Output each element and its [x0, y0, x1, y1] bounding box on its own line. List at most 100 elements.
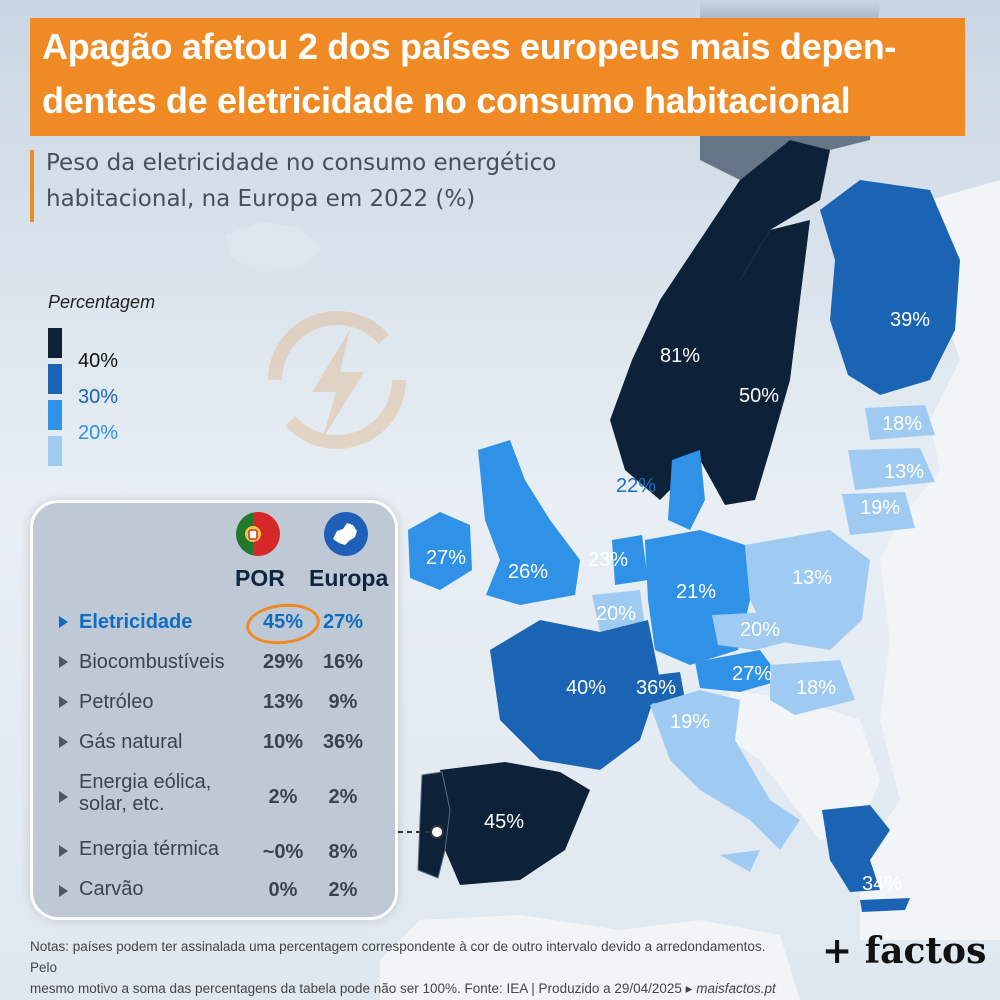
- footnote-line-2-text: mesmo motivo a soma das percentagens da …: [30, 981, 697, 996]
- column-header-por: POR: [235, 565, 285, 591]
- row-label-gas-natural: Gás natural: [79, 731, 183, 753]
- cell-europa-carvao: 2%: [328, 879, 358, 901]
- cell-europa-energia-termica: 8%: [328, 841, 358, 863]
- footnote-line-1: Notas: países podem ter assinalada uma p…: [30, 939, 766, 975]
- label-italy: 19%: [670, 711, 710, 733]
- row-label-biocombustiveis: Biocombustíveis: [79, 651, 225, 673]
- label-belgium: 20%: [596, 603, 636, 625]
- energy-mix-table: POR Europa Eletricidade 45% 27% Biocombu…: [30, 500, 398, 920]
- country-sicily: [720, 850, 760, 872]
- row-label-petroleo: Petróleo: [79, 691, 154, 713]
- country-crete: [860, 898, 910, 912]
- cell-por-energia-eolica: 2%: [268, 786, 298, 808]
- source-link[interactable]: maisfactos.pt: [696, 981, 776, 996]
- country-czechia: [712, 612, 795, 650]
- country-latvia: [848, 448, 935, 490]
- row-label-energia-termica: Energia térmica: [79, 838, 220, 860]
- country-uk: [478, 440, 580, 605]
- label-sweden: 50%: [739, 385, 779, 407]
- footnotes: Notas: países podem ter assinalada uma p…: [30, 936, 790, 999]
- legend-swatch-low: [48, 436, 62, 466]
- label-uk: 26%: [508, 561, 548, 583]
- country-lithuania: [842, 492, 915, 535]
- country-france: [490, 620, 660, 770]
- cell-por-biocombustiveis: 29%: [262, 651, 304, 673]
- africa: [380, 915, 800, 1000]
- row-label-energia-eolica-2: solar, etc.: [79, 793, 165, 815]
- legend-swatch-20: [48, 400, 62, 430]
- subtitle-accent-bar: [30, 150, 34, 222]
- title-banner: [30, 18, 965, 136]
- legend-label-20: 20%: [78, 422, 119, 444]
- subtitle-line-2: habitacional, na Europa em 2022 (%): [46, 186, 476, 212]
- cell-europa-biocombustiveis: 16%: [322, 651, 364, 673]
- row-arrow-eletricidade: [59, 616, 68, 628]
- country-spain: [440, 762, 590, 885]
- label-norway: 81%: [660, 345, 700, 367]
- country-portugal: [417, 771, 451, 879]
- row-label-eletricidade: Eletricidade: [79, 611, 193, 633]
- country-netherlands: [612, 535, 648, 585]
- label-netherlands: 23%: [588, 549, 628, 571]
- lightning-icon: [268, 311, 406, 449]
- country-ireland: [408, 512, 472, 590]
- label-denmark: 22%: [616, 475, 656, 497]
- label-ireland: 27%: [426, 547, 466, 569]
- row-arrow-carvao: [59, 885, 68, 897]
- portugal-flag-icon: [236, 512, 280, 556]
- column-header-europa: Europa: [309, 565, 389, 591]
- country-italy: [650, 690, 800, 850]
- row-arrow-energia-termica: [59, 845, 68, 857]
- row-arrow-petroleo: [59, 696, 68, 708]
- land-balkans: [730, 690, 880, 840]
- subtitle-line-1: Peso da eletricidade no consumo energéti…: [46, 150, 557, 176]
- portugal-pointer-dot: [430, 825, 444, 839]
- label-czechia: 20%: [740, 619, 780, 641]
- country-greece: [822, 805, 890, 892]
- legend-label-30: 30%: [78, 386, 119, 408]
- iceland: [225, 222, 322, 272]
- footnote-line-2: mesmo motivo a soma das percentagens da …: [30, 978, 790, 999]
- cell-europa-energia-eolica: 2%: [328, 786, 358, 808]
- cell-europa-petroleo: 9%: [328, 691, 358, 713]
- land-east: [860, 180, 1000, 940]
- label-finland: 39%: [890, 309, 930, 331]
- row-arrow-energia-eolica: [59, 791, 68, 803]
- europe-globe-icon: [324, 512, 368, 556]
- cell-por-eletricidade: 45%: [262, 611, 304, 633]
- label-latvia: 13%: [884, 461, 924, 483]
- country-switzerland: [632, 672, 685, 705]
- legend-label-40: 40%: [78, 350, 119, 372]
- country-belgium: [592, 590, 645, 632]
- label-switzerland: 36%: [636, 677, 676, 699]
- label-germany: 21%: [676, 581, 716, 603]
- label-poland: 13%: [792, 567, 832, 589]
- label-hungary: 18%: [796, 677, 836, 699]
- brand-logo: + factos: [822, 930, 987, 972]
- label-austria: 27%: [732, 663, 772, 685]
- label-greece: 34%: [862, 873, 902, 895]
- country-denmark: [668, 450, 705, 530]
- cell-europa-gas-natural: 36%: [322, 731, 364, 753]
- legend-title: Percentagem: [48, 292, 156, 312]
- row-arrow-biocombustiveis: [59, 656, 68, 668]
- row-label-energia-eolica-1: Energia eólica,: [79, 771, 212, 793]
- cell-por-gas-natural: 10%: [262, 731, 304, 753]
- cell-europa-eletricidade: 27%: [322, 611, 364, 633]
- cell-por-carvao: 0%: [268, 879, 298, 901]
- legend-swatch-30: [48, 364, 62, 394]
- country-estonia: [865, 405, 935, 440]
- row-label-carvao: Carvão: [79, 878, 144, 900]
- country-austria: [695, 650, 782, 692]
- country-hungary: [770, 660, 855, 715]
- legend-swatch-40: [48, 328, 62, 358]
- label-estonia: 18%: [882, 413, 922, 435]
- row-arrow-gas-natural: [59, 736, 68, 748]
- label-france: 40%: [566, 677, 606, 699]
- page-title-line-1: Apagão afetou 2 dos países europeus mais…: [42, 26, 897, 67]
- page-title-line-2: dentes de eletricidade no consumo habita…: [42, 80, 851, 121]
- label-spain: 45%: [484, 811, 524, 833]
- cell-por-petroleo: 13%: [262, 691, 304, 713]
- cell-por-energia-termica: ~0%: [262, 841, 304, 863]
- country-finland: [820, 180, 960, 395]
